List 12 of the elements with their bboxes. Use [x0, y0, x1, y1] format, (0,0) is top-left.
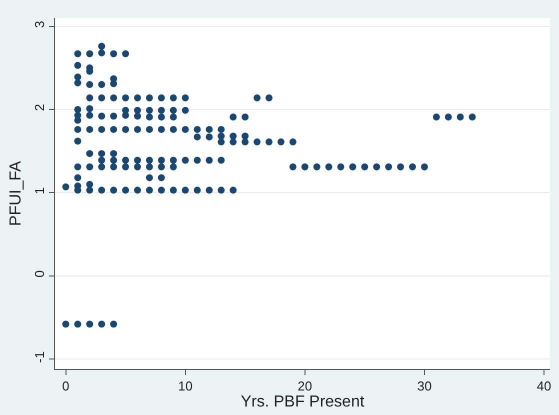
y-axis-title: PFUI_FA [8, 160, 25, 226]
y-tick-label: -1 [32, 351, 47, 363]
x-tick-label: 10 [178, 378, 193, 394]
x-tick-label: 0 [62, 378, 70, 394]
y-tick-label: 0 [32, 270, 47, 278]
y-tick-label: 2 [32, 104, 47, 112]
y-tick-label: 1 [32, 187, 47, 194]
x-axis-title: Yrs. PBF Present [240, 394, 365, 411]
x-tick-label: 30 [417, 378, 432, 394]
y-tick-label: 3 [32, 20, 47, 28]
x-tick-label: 20 [298, 378, 312, 394]
x-tick-label: 40 [536, 378, 552, 394]
